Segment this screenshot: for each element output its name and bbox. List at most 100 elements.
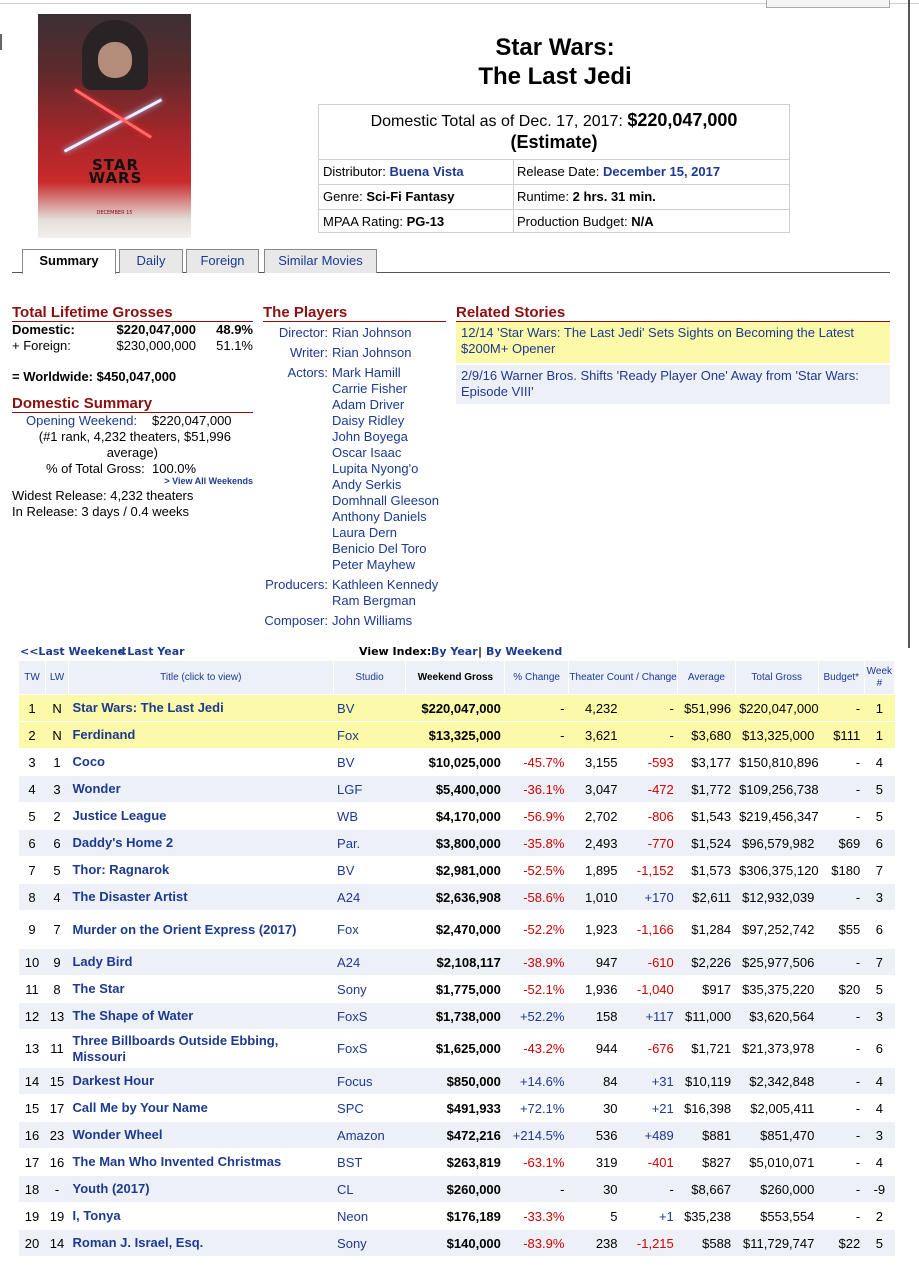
- studio-link[interactable]: FoxS: [333, 1002, 406, 1030]
- studio-link[interactable]: Fox: [333, 721, 406, 749]
- col-total-gross[interactable]: Total Gross: [734, 660, 819, 695]
- producer-link[interactable]: Kathleen Kennedy: [332, 577, 439, 592]
- week-number: 7: [864, 856, 895, 884]
- movie-title-link[interactable]: Ferdinand: [68, 721, 334, 749]
- movie-title-link[interactable]: Coco: [68, 748, 334, 776]
- average: $2,226: [677, 948, 736, 976]
- actor-link[interactable]: Peter Mayhew: [332, 557, 416, 572]
- studio-link[interactable]: SPC: [333, 1094, 406, 1122]
- studio-link[interactable]: FoxS: [333, 1029, 406, 1068]
- week-number: -9: [864, 1175, 895, 1203]
- studio-link[interactable]: Fox: [333, 910, 406, 949]
- weekend-gross: $2,470,000: [405, 910, 505, 949]
- actor-link[interactable]: Mark Hamill: [332, 365, 401, 380]
- composer-name[interactable]: John Williams: [332, 613, 413, 628]
- col-studio[interactable]: Studio: [332, 660, 407, 695]
- story-link-1[interactable]: 12/14 'Star Wars: The Last Jedi' Sets Si…: [456, 322, 890, 363]
- actor-link[interactable]: Oscar Isaac: [332, 445, 402, 460]
- movie-title-link[interactable]: Call Me by Your Name: [68, 1094, 334, 1122]
- table-row: 13 11 Three Billboards Outside Ebbing, Mis…: [18, 1029, 895, 1068]
- by-weekend-link[interactable]: By Weekend: [486, 645, 563, 658]
- top-search-box[interactable]: [766, 0, 890, 8]
- studio-link[interactable]: LGF: [333, 775, 406, 803]
- movie-title-link[interactable]: Roman J. Israel, Esq.: [68, 1229, 334, 1257]
- actor-link[interactable]: Adam Driver: [332, 397, 405, 412]
- studio-link[interactable]: A24: [333, 948, 406, 976]
- movie-title-link[interactable]: Daddy's Home 2: [68, 829, 334, 857]
- producer-link[interactable]: Ram Bergman: [332, 593, 416, 608]
- view-all-weekends-link[interactable]: > View All Weekends: [164, 476, 253, 486]
- studio-link[interactable]: Neon: [333, 1202, 406, 1230]
- col-title[interactable]: Title (click to view): [67, 660, 334, 695]
- movie-title-link[interactable]: Lady Bird: [68, 948, 334, 976]
- studio-link[interactable]: Sony: [333, 975, 406, 1003]
- studio-link[interactable]: Focus: [333, 1067, 406, 1095]
- col-average[interactable]: Average: [677, 660, 736, 695]
- col-week[interactable]: Week #: [863, 660, 896, 695]
- tab-summary[interactable]: Summary: [22, 249, 116, 274]
- movie-title-link[interactable]: The Man Who Invented Christmas: [68, 1148, 334, 1176]
- by-year-link[interactable]: By Year: [431, 645, 478, 658]
- movie-title-link[interactable]: Darkest Hour: [68, 1067, 334, 1095]
- col-pct-change[interactable]: % Change: [504, 660, 569, 695]
- tab-daily[interactable]: Daily: [119, 249, 183, 273]
- col-theater-count[interactable]: Theater Count / Change: [567, 660, 679, 695]
- last-year-link[interactable]: <Last Year: [118, 645, 185, 658]
- actor-link[interactable]: John Boyega: [332, 429, 408, 444]
- studio-link[interactable]: BV: [333, 694, 406, 722]
- table-row: 16 23 Wonder Wheel Amazon $472,216 +214.5% 536…: [18, 1121, 895, 1149]
- actor-link[interactable]: Domhnall Gleeson: [332, 493, 439, 508]
- movie-title-link[interactable]: The Star: [68, 975, 334, 1003]
- pct-change: -58.6%: [504, 883, 569, 911]
- theater-change: -472: [621, 775, 678, 803]
- studio-link[interactable]: BV: [333, 856, 406, 884]
- movie-title-link[interactable]: Wonder Wheel: [68, 1121, 334, 1149]
- actor-link[interactable]: Daisy Ridley: [332, 413, 405, 428]
- opening-weekend-link[interactable]: Opening Weekend:: [26, 413, 138, 428]
- studio-link[interactable]: WB: [333, 802, 406, 830]
- movie-title-link[interactable]: Youth (2017): [68, 1175, 334, 1203]
- studio-link[interactable]: Amazon: [333, 1121, 406, 1149]
- actor-link[interactable]: Lupita Nyong'o: [332, 461, 419, 476]
- movie-title-link[interactable]: Three Billboards Outside Ebbing, Missour…: [68, 1029, 334, 1068]
- last-weekend-link[interactable]: <<Last Weekend: [20, 645, 126, 658]
- studio-link[interactable]: BV: [333, 748, 406, 776]
- movie-title-link[interactable]: The Shape of Water: [68, 1002, 334, 1030]
- release-date-link[interactable]: December 15, 2017: [603, 164, 721, 179]
- actor-link[interactable]: Andy Serkis: [332, 477, 402, 492]
- total-gross: $12,932,039: [735, 883, 819, 911]
- col-tw: TW: [17, 660, 47, 695]
- distributor-link[interactable]: Buena Vista: [389, 164, 464, 179]
- movie-title-link[interactable]: Thor: Ragnarok: [68, 856, 334, 884]
- studio-link[interactable]: Par.: [333, 829, 406, 857]
- budget: $111: [818, 721, 865, 749]
- director-name[interactable]: Rian Johnson: [332, 325, 412, 340]
- table-row: 18- Youth (2017) CL $260,000-30- $8,667 $260,…: [18, 1175, 895, 1203]
- theater-count: 3,155: [568, 748, 622, 776]
- movie-title-link[interactable]: The Disaster Artist: [68, 883, 334, 911]
- tab-foreign[interactable]: Foreign: [186, 249, 259, 273]
- theater-count: 2,702: [568, 802, 622, 830]
- col-weekend-gross[interactable]: Weekend Gross: [405, 660, 506, 695]
- movie-title-link[interactable]: Justice League: [68, 802, 334, 830]
- story-link-2[interactable]: 2/9/16 Warner Bros. Shifts 'Ready Player…: [456, 365, 890, 404]
- theater-count: 536: [568, 1121, 622, 1149]
- studio-link[interactable]: Sony: [333, 1229, 406, 1257]
- col-budget[interactable]: Budget*: [817, 660, 865, 695]
- rank-last-week: 6: [45, 829, 69, 857]
- movie-title-link[interactable]: Murder on the Orient Express (2017): [68, 910, 334, 949]
- actor-link[interactable]: Benicio Del Toro: [332, 541, 427, 556]
- studio-link[interactable]: CL: [333, 1175, 406, 1203]
- movie-title-link[interactable]: Star Wars: The Last Jedi: [68, 694, 334, 722]
- total-gross: $96,579,982: [735, 829, 819, 857]
- movie-title-link[interactable]: I, Tonya: [68, 1202, 334, 1230]
- actor-link[interactable]: Anthony Daniels: [332, 509, 427, 524]
- studio-link[interactable]: BST: [333, 1148, 406, 1176]
- studio-link[interactable]: A24: [333, 883, 406, 911]
- actor-link[interactable]: Laura Dern: [332, 525, 398, 540]
- tab-similar-movies[interactable]: Similar Movies: [264, 249, 377, 273]
- writer-name[interactable]: Rian Johnson: [332, 345, 412, 360]
- actor-link[interactable]: Carrie Fisher: [332, 381, 408, 396]
- rank-last-week: 1: [45, 748, 69, 776]
- movie-title-link[interactable]: Wonder: [68, 775, 334, 803]
